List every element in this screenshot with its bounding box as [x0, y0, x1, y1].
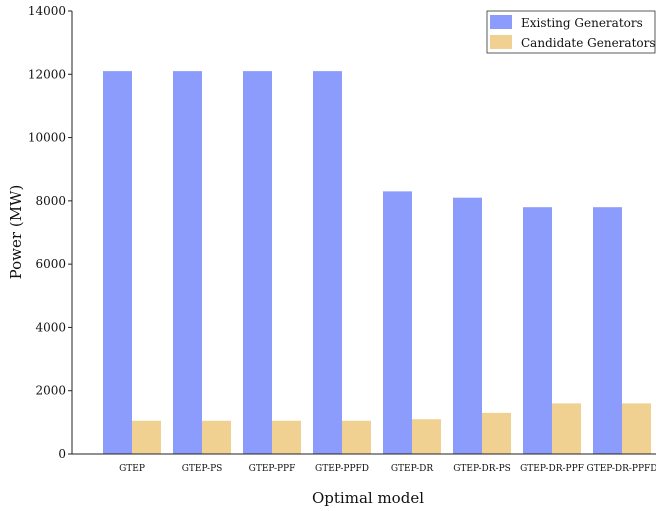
- bars-layer: [103, 71, 651, 454]
- bar-candidate-gtep: [132, 420, 161, 454]
- x-tick-label: GTEP-PPFD: [315, 464, 369, 474]
- y-axis-ticks: 0 2000 4000 6000 8000 10000 12000 14000: [28, 4, 72, 461]
- y-tick-label: 6000: [35, 257, 66, 271]
- x-tick-label: GTEP-DR-PPFD: [587, 464, 656, 474]
- x-axis-category-labels: GTEP GTEP-PS GTEP-PPF GTEP-PPFD GTEP-DR GTEP-…: [119, 464, 656, 474]
- bar-candidate-gtep-ppf: [272, 420, 301, 454]
- legend-label-existing: Existing Generators: [521, 16, 643, 30]
- bar-existing-gtep: [103, 71, 132, 454]
- bar-candidate-gtep-ppfd: [342, 420, 371, 454]
- legend-swatch-candidate: [490, 35, 512, 49]
- x-tick-label: GTEP-DR-PPF: [520, 464, 584, 474]
- legend-swatch-existing: [490, 15, 512, 29]
- x-tick-label: GTEP: [119, 464, 145, 474]
- legend: Existing Generators Candidate Generators: [486, 10, 656, 54]
- y-tick-label: 0: [58, 447, 66, 461]
- bar-existing-gtep-ps: [173, 71, 202, 454]
- bar-existing-gtep-dr-ppf: [523, 207, 552, 454]
- x-tick-label: GTEP-DR-PS: [453, 464, 511, 474]
- x-tick-label: GTEP-DR: [391, 464, 434, 474]
- x-tick-label: GTEP-PS: [182, 464, 223, 474]
- bar-candidate-gtep-dr-ps: [482, 412, 511, 454]
- bar-candidate-gtep-ps: [202, 420, 231, 454]
- y-tick-label: 2000: [35, 384, 66, 398]
- x-tick-label: GTEP-PPF: [249, 464, 296, 474]
- legend-box: [486, 10, 656, 54]
- bar-candidate-gtep-dr: [412, 419, 441, 454]
- y-tick-label: 12000: [28, 67, 66, 81]
- bar-existing-gtep-dr: [383, 191, 412, 454]
- bar-existing-gtep-ppfd: [313, 71, 342, 454]
- y-tick-label: 4000: [35, 320, 66, 334]
- y-tick-label: 10000: [28, 131, 66, 145]
- bar-existing-gtep-dr-ps: [453, 197, 482, 454]
- x-axis-title: Optimal model: [312, 489, 424, 507]
- bar-candidate-gtep-dr-ppfd: [622, 403, 651, 454]
- y-tick-label: 8000: [35, 194, 66, 208]
- bar-existing-gtep-dr-ppfd: [593, 207, 622, 454]
- legend-label-candidate: Candidate Generators: [521, 36, 656, 50]
- y-tick-label: 14000: [28, 4, 66, 18]
- bar-candidate-gtep-dr-ppf: [552, 403, 581, 454]
- bar-existing-gtep-ppf: [243, 71, 272, 454]
- y-axis-title: Power (MW): [7, 185, 25, 280]
